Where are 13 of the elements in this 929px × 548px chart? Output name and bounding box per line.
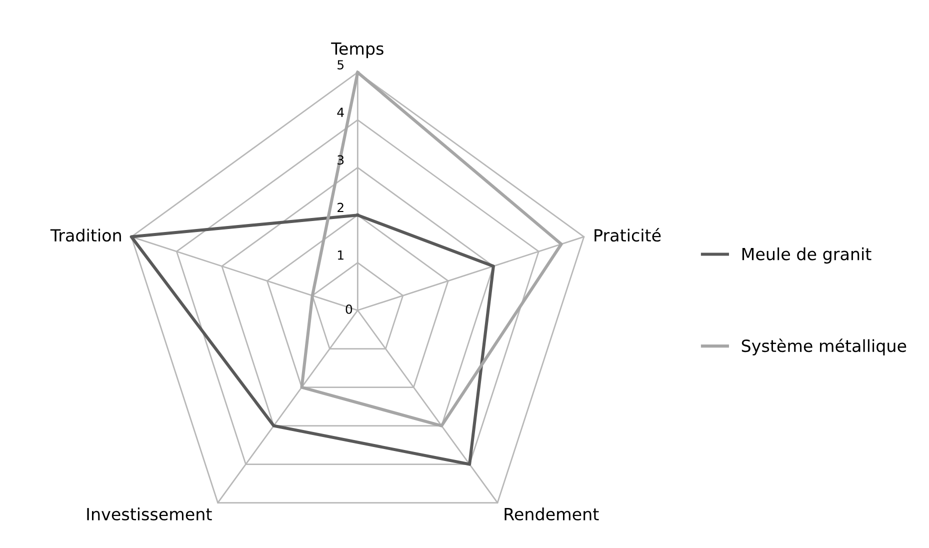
spoke-label: Rendement <box>504 508 599 520</box>
y-tick-label: 4 <box>337 108 344 117</box>
y-tick-label: 1 <box>338 250 344 260</box>
spoke-label: Temps <box>331 42 384 58</box>
legend-label: Meule de granit <box>742 247 872 264</box>
y-tick-label: 5 <box>338 60 344 70</box>
y-tick-label: 0 <box>346 304 352 314</box>
spoke-label: Praticité <box>594 228 661 242</box>
y-tick-label: 2 <box>338 202 344 212</box>
spoke-label: Tradition <box>50 228 121 242</box>
spoke-label: Investissement <box>87 508 212 520</box>
legend-label: Système métallique <box>742 338 906 356</box>
y-tick-label: 3 <box>338 155 344 165</box>
